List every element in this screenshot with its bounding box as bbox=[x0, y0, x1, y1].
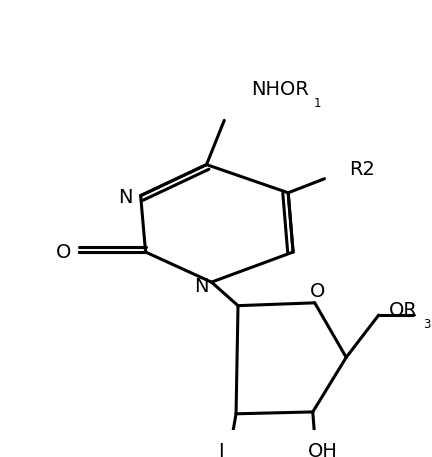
Text: R2: R2 bbox=[349, 160, 375, 179]
Text: O: O bbox=[310, 282, 325, 301]
Text: OH: OH bbox=[308, 442, 337, 457]
Text: O: O bbox=[56, 243, 72, 261]
Text: I: I bbox=[219, 442, 224, 457]
Text: NHOR: NHOR bbox=[251, 80, 309, 99]
Text: $_1$: $_1$ bbox=[313, 92, 321, 110]
Text: N: N bbox=[194, 277, 209, 296]
Text: $_3$: $_3$ bbox=[423, 313, 432, 330]
Text: N: N bbox=[118, 188, 132, 207]
Text: OR: OR bbox=[388, 301, 417, 320]
